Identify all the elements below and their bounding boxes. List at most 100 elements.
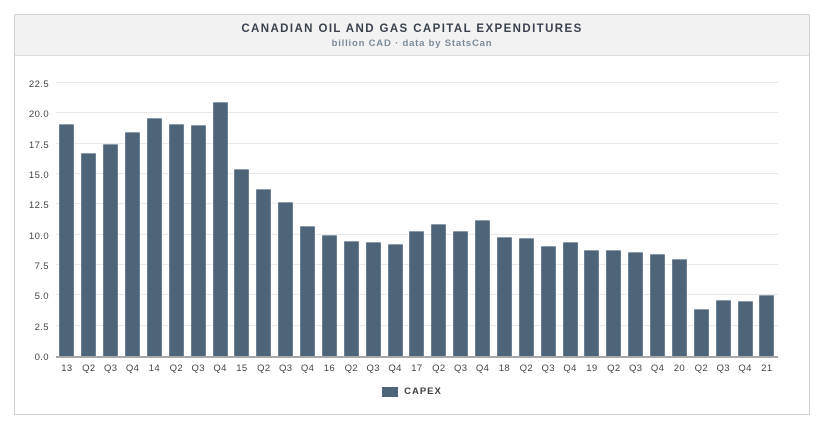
bar [212, 102, 228, 356]
bar [81, 153, 97, 356]
x-tick-label: Q3 [628, 363, 643, 374]
x-tick-label: Q2 [344, 363, 359, 374]
bar [518, 238, 534, 356]
y-tick-label: 5.0 [34, 291, 49, 303]
y-tick-label: 20.0 [28, 109, 49, 121]
bar-slot [209, 85, 231, 356]
chart-subtitle: billion CAD · data by StatsCan [331, 38, 493, 49]
bar-slot [756, 85, 778, 356]
bar-slot [297, 85, 319, 356]
bar [628, 251, 644, 356]
bar [671, 258, 687, 356]
x-tick-label: 19 [586, 363, 598, 374]
bar-slot [319, 85, 341, 356]
x-tick-label: Q4 [300, 363, 315, 374]
bar [300, 226, 316, 356]
bar [540, 245, 556, 356]
x-tick-label: Q3 [541, 363, 555, 374]
bar-slot [647, 85, 669, 356]
y-tick-label: 15.0 [28, 170, 49, 181]
bar [409, 231, 425, 356]
bar [475, 220, 491, 356]
gridline [56, 82, 778, 83]
legend-swatch [382, 386, 399, 397]
bar-slot [559, 85, 581, 356]
bar [168, 124, 184, 356]
x-tick-label: Q4 [125, 363, 140, 374]
x-tick-label: 20 [673, 363, 686, 374]
x-tick-label: 21 [761, 363, 773, 374]
x-tick-label: Q4 [738, 363, 752, 374]
x-tick-label: Q3 [103, 363, 118, 374]
y-tick-label: 12.5 [28, 200, 49, 212]
bar-slot [406, 85, 428, 356]
y-tick-label: 0.0 [34, 352, 49, 363]
bar-slot [537, 85, 559, 356]
x-tick-label: 17 [411, 363, 423, 374]
x-tick-label: Q3 [716, 363, 730, 374]
x-tick-label: Q2 [169, 363, 184, 374]
bar-slot [734, 85, 756, 356]
chart-title: CANADIAN OIL AND GAS CAPITAL EXPENDITURE… [241, 23, 583, 35]
bar-slot [428, 85, 450, 356]
chart-body: 0.0 2.5 5.0 7.5 10.0 12.5 15.0 17.5 20.0 22.5 13 Q… [15, 56, 809, 414]
bar [584, 250, 600, 356]
bar [234, 169, 250, 356]
x-tick-label: Q3 [278, 363, 293, 374]
x-tick-label: 16 [323, 363, 336, 374]
bar-slot [144, 85, 166, 356]
x-tick-label: 14 [148, 363, 161, 374]
bar-slot [669, 85, 691, 356]
bar-slot [472, 85, 494, 356]
x-tick-label: Q2 [607, 363, 621, 374]
bar [190, 125, 206, 356]
legend[interactable]: CAPEX [15, 386, 809, 397]
bar-slot [581, 85, 603, 356]
legend-label: CAPEX [404, 386, 442, 397]
bar [278, 201, 294, 356]
bar-slot [625, 85, 647, 356]
y-axis-labels: 0.0 2.5 5.0 7.5 10.0 12.5 15.0 17.5 20.0 22.5 [15, 79, 49, 363]
bar-slot [100, 85, 122, 356]
bar [103, 143, 119, 356]
y-tick-label: 17.5 [28, 139, 49, 151]
y-tick-label: 2.5 [34, 321, 49, 333]
x-tick-label: Q4 [475, 363, 490, 374]
bar-slot [275, 85, 297, 356]
bar [562, 241, 578, 356]
bar-slot [122, 85, 144, 356]
y-tick-label: 22.5 [28, 79, 49, 90]
x-tick-label: Q3 [191, 363, 205, 374]
x-tick-label: Q4 [650, 363, 665, 374]
gridline [56, 112, 778, 114]
bar-slot [712, 85, 734, 356]
bar [256, 188, 272, 356]
x-tick-label: Q2 [694, 363, 709, 374]
gridline [56, 203, 778, 205]
bar [343, 240, 359, 356]
bar [321, 234, 337, 356]
bar [125, 131, 141, 356]
x-tick-label: Q2 [82, 363, 96, 374]
bar [606, 250, 622, 356]
x-tick-label: 13 [61, 363, 73, 374]
bar-slot [56, 85, 78, 356]
bar [693, 308, 709, 356]
bar [759, 295, 775, 356]
x-tick-label: Q3 [453, 363, 468, 374]
y-tick-label: 10.0 [28, 230, 49, 242]
bar-slot [231, 85, 253, 356]
bar-slot [384, 85, 406, 356]
gridline [56, 173, 778, 174]
bar [737, 301, 753, 356]
x-tick-label: Q4 [213, 363, 227, 374]
x-tick-label: Q3 [366, 363, 380, 374]
bar [453, 231, 469, 356]
y-tick-label: 7.5 [34, 261, 49, 272]
x-tick-label: Q4 [388, 363, 402, 374]
bar-slot [165, 85, 187, 356]
plot-area [56, 82, 778, 358]
bar [715, 300, 731, 356]
bar-slot [78, 85, 100, 356]
chart-card: CANADIAN OIL AND GAS CAPITAL EXPENDITURE… [14, 14, 810, 415]
